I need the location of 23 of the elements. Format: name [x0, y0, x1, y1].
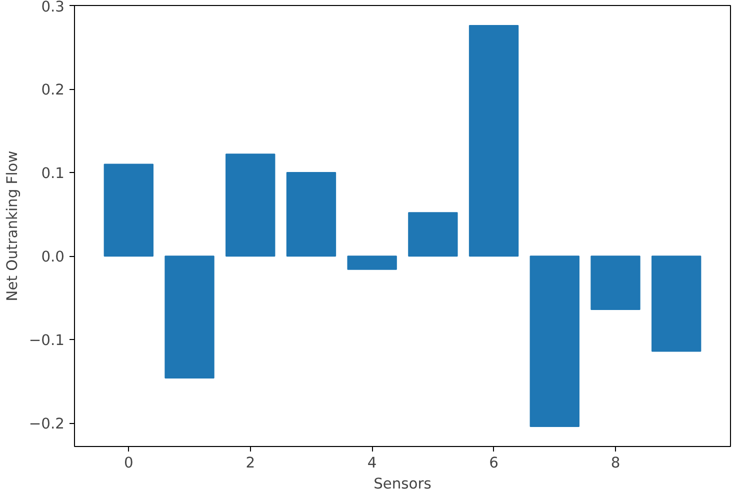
bar [652, 256, 702, 352]
y-tick-label: −0.2 [28, 416, 65, 433]
bar [408, 212, 458, 257]
bar [226, 154, 276, 257]
y-tick-label: 0.0 [41, 248, 65, 266]
x-tick-label: 4 [367, 454, 377, 472]
bar [590, 256, 640, 310]
y-tick-label: 0.3 [41, 0, 65, 16]
y-tick-label: −0.1 [28, 332, 65, 350]
bar [347, 256, 397, 270]
x-tick-label: 2 [246, 454, 256, 472]
bar [164, 256, 214, 379]
y-tick-label: 0.2 [41, 82, 65, 99]
y-axis-title: Net Outranking Flow [4, 150, 21, 302]
x-axis-title: Sensors [374, 476, 432, 492]
bar [286, 172, 336, 257]
x-tick-label: 6 [489, 454, 498, 472]
bar [468, 25, 519, 257]
x-tick-label: 8 [610, 454, 620, 472]
bar [530, 256, 580, 427]
x-tick-label: 0 [124, 454, 134, 472]
bar [104, 164, 154, 257]
y-tick-label: 0.1 [41, 165, 65, 182]
